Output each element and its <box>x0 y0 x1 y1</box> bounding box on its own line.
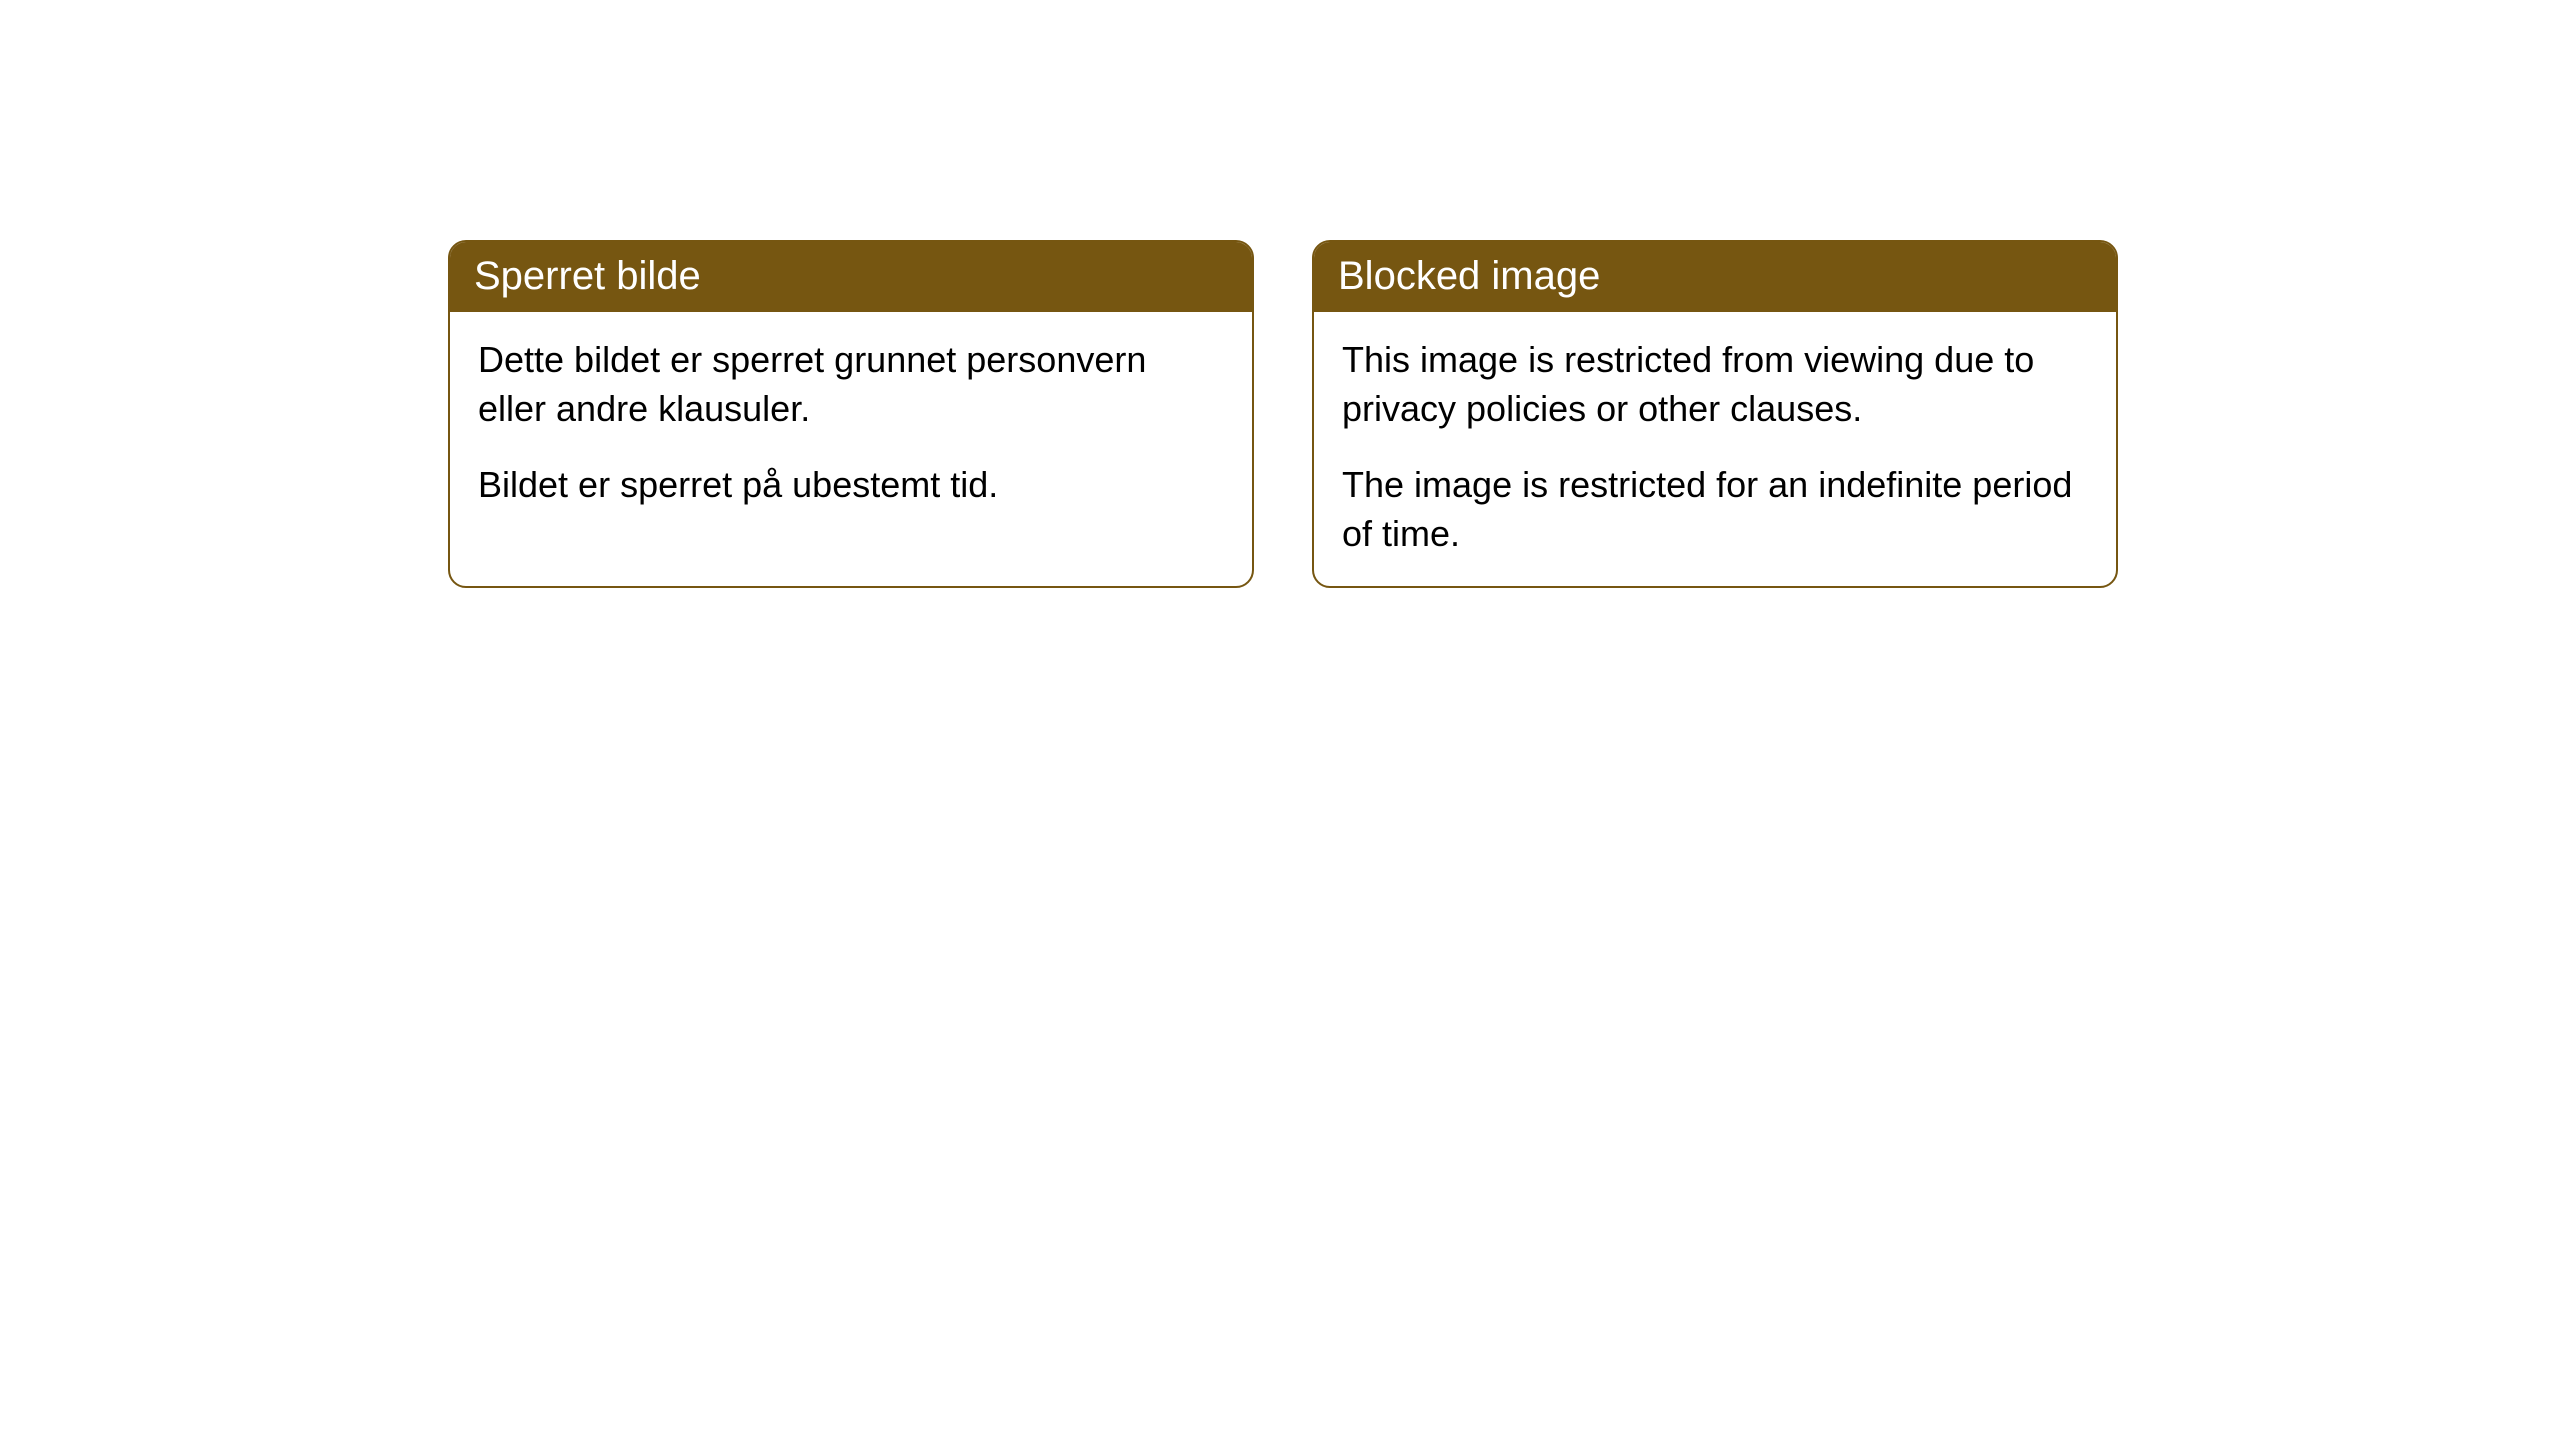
card-header-norwegian: Sperret bilde <box>450 242 1252 312</box>
card-text-english-2: The image is restricted for an indefinit… <box>1342 461 2088 558</box>
card-text-english-1: This image is restricted from viewing du… <box>1342 336 2088 433</box>
card-header-english: Blocked image <box>1314 242 2116 312</box>
card-text-norwegian-2: Bildet er sperret på ubestemt tid. <box>478 461 1224 510</box>
blocked-image-card-english: Blocked image This image is restricted f… <box>1312 240 2118 588</box>
card-body-english: This image is restricted from viewing du… <box>1314 312 2116 586</box>
notice-cards-container: Sperret bilde Dette bildet er sperret gr… <box>448 240 2118 588</box>
card-body-norwegian: Dette bildet er sperret grunnet personve… <box>450 312 1252 546</box>
card-text-norwegian-1: Dette bildet er sperret grunnet personve… <box>478 336 1224 433</box>
blocked-image-card-norwegian: Sperret bilde Dette bildet er sperret gr… <box>448 240 1254 588</box>
